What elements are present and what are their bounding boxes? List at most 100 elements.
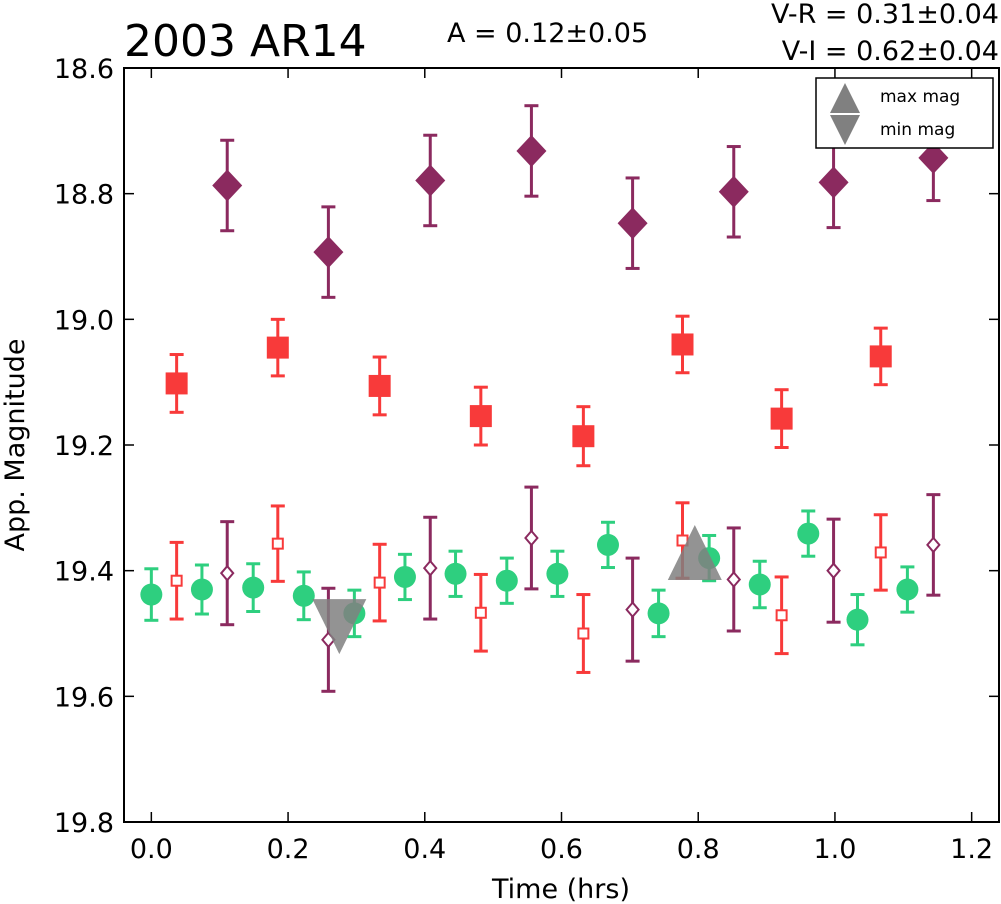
- data-point-s1-1: [266, 317, 289, 378]
- data-point-s1-3: [469, 385, 492, 447]
- open-diamond-marker: [422, 559, 438, 577]
- square-marker: [572, 425, 595, 448]
- open-square-marker: [474, 606, 487, 619]
- x-axis-ticks: 0.0 0.2 0.4 0.6 0.8 1.0 1.2: [130, 68, 993, 865]
- data-point-s2-1: [190, 563, 213, 616]
- data-point-s0-5: [718, 145, 749, 239]
- data-point-s1-2: [368, 355, 391, 417]
- data-point-s2-6: [444, 549, 467, 598]
- open-diamond-marker: [524, 529, 539, 547]
- data-point-s4-5: [726, 526, 742, 633]
- data-point-s4-0: [219, 520, 235, 627]
- legend: max mag min mag: [815, 77, 994, 149]
- circle-marker: [748, 573, 771, 596]
- v-i-color-label: V-I = 0.62±0.04: [782, 36, 999, 67]
- y-axis-ticks: 18.6 18.8 19.0 19.2 19.4 19.6 19.8: [54, 54, 999, 839]
- circle-marker: [190, 578, 213, 601]
- x-tick-label: 1.0: [813, 834, 856, 865]
- v-r-color-label: V-R = 0.31±0.04: [771, 0, 999, 30]
- square-marker: [368, 374, 391, 397]
- min-mag-triangle-0: [312, 599, 367, 655]
- x-tick-label: 0.6: [540, 834, 583, 865]
- data-point-s3-0: [169, 540, 184, 621]
- data-point-s2-15: [896, 565, 919, 614]
- data-point-s1-5: [671, 314, 694, 375]
- data-point-s3-3: [473, 572, 488, 653]
- square-marker: [869, 345, 892, 368]
- circle-marker: [596, 533, 619, 556]
- data-point-s2-14: [846, 593, 869, 647]
- data-point-s3-2: [372, 542, 387, 623]
- data-point-s0-2: [415, 133, 446, 228]
- y-tick-label: 18.6: [54, 54, 114, 85]
- plot-frame: [123, 67, 1000, 823]
- diamond-marker: [918, 141, 949, 174]
- data-point-s0-1: [313, 205, 344, 299]
- circle-marker: [292, 584, 315, 607]
- x-tick-label: 0.4: [403, 834, 446, 865]
- data-point-s3-4: [576, 593, 591, 674]
- amplitude-label: A = 0.12±0.05: [447, 18, 648, 49]
- data-point-s2-12: [748, 559, 771, 610]
- data-point-s2-0: [140, 567, 163, 622]
- open-diamond-marker: [926, 536, 941, 554]
- open-diamond-marker: [219, 564, 235, 582]
- y-tick-label: 19.0: [54, 305, 114, 336]
- diamond-marker: [818, 166, 849, 199]
- legend-max-mag-label: max mag: [880, 87, 960, 107]
- data-point-s0-4: [617, 176, 648, 270]
- data-point-s2-7: [495, 556, 518, 605]
- open-square-marker: [373, 576, 386, 589]
- legend-min-mag-icon: [830, 115, 860, 145]
- y-tick-label: 19.6: [54, 682, 114, 713]
- data-point-s2-8: [546, 549, 569, 598]
- circle-marker: [495, 569, 518, 592]
- square-marker: [266, 336, 289, 359]
- open-diamond-marker: [726, 570, 742, 588]
- extrema-markers: [312, 524, 722, 655]
- legend-min-mag-label: min mag: [880, 120, 955, 140]
- data-point-s4-3: [524, 485, 539, 591]
- diamond-marker: [617, 207, 648, 240]
- open-square-marker: [271, 537, 284, 550]
- circle-marker: [546, 562, 569, 585]
- data-point-s2-5: [393, 552, 416, 602]
- y-axis-label: App. Magnitude: [0, 339, 31, 552]
- x-axis-label: Time (hrs): [491, 874, 630, 904]
- diamond-marker: [516, 134, 547, 167]
- y-tick-label: 19.2: [54, 431, 114, 462]
- diamond-marker: [313, 236, 344, 269]
- y-tick-label: 19.8: [54, 808, 114, 839]
- x-tick-label: 0.2: [267, 834, 310, 865]
- data-point-s2-2: [242, 562, 265, 614]
- circle-marker: [242, 576, 265, 599]
- open-diamond-marker: [625, 601, 640, 619]
- max-mag-triangle-1: [667, 524, 722, 580]
- data-point-s3-6: [774, 575, 789, 656]
- y-tick-label: 19.4: [54, 557, 114, 588]
- circle-marker: [846, 608, 869, 631]
- data-point-s4-7: [926, 493, 941, 597]
- data-point-s0-0: [212, 138, 243, 233]
- data-point-s4-2: [422, 515, 438, 621]
- data-point-s1-7: [869, 326, 892, 387]
- square-marker: [770, 407, 793, 430]
- open-diamond-marker: [826, 562, 841, 580]
- open-square-marker: [775, 609, 788, 622]
- circle-marker: [140, 583, 163, 606]
- data-point-s1-0: [165, 353, 188, 414]
- diamond-marker: [718, 175, 749, 208]
- circle-marker: [647, 602, 670, 625]
- open-square-marker: [874, 546, 887, 559]
- data-point-s2-3: [292, 570, 315, 622]
- square-marker: [469, 405, 492, 428]
- chart-title: 2003 AR14: [124, 16, 367, 67]
- data-point-s2-10: [647, 588, 670, 639]
- data-point-s2-9: [596, 520, 619, 570]
- open-square-marker: [170, 574, 183, 587]
- legend-max-mag-icon: [830, 83, 860, 113]
- data-point-s2-13: [797, 509, 820, 558]
- circle-marker: [393, 565, 416, 588]
- diamond-marker: [415, 164, 446, 197]
